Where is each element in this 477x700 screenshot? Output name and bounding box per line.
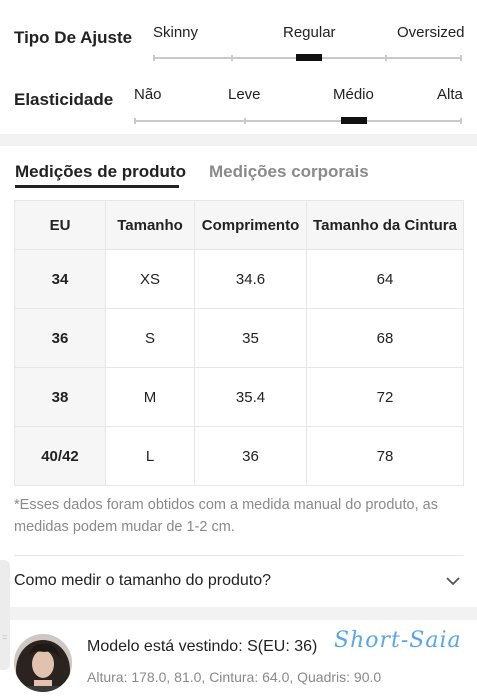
- table-cell-length: 35.4: [194, 367, 307, 427]
- table-cell-length: 35: [194, 308, 307, 368]
- table-cell-length: 36: [194, 426, 307, 486]
- table-cell-eu: 34: [14, 249, 106, 309]
- how-to-measure-row[interactable]: Como medir o tamanho do produto?: [0, 557, 477, 607]
- watermark-stamp: Short-Saia: [334, 628, 462, 653]
- fit-type-marker: [296, 54, 322, 61]
- chevron-down-icon[interactable]: [444, 574, 462, 588]
- section-separator: [0, 134, 477, 146]
- tab-body-measurements[interactable]: Medições corporais: [209, 162, 369, 181]
- fit-option-oversized: Oversized: [397, 24, 465, 41]
- fit-section: Tipo De Ajuste Skinny Regular Oversized …: [0, 0, 477, 134]
- track-tick: [134, 118, 136, 124]
- measurement-note: *Esses dados foram obtidos com a medida …: [14, 497, 438, 535]
- side-drag-handle[interactable]: [0, 560, 10, 670]
- fit-option-regular: Regular: [283, 24, 336, 41]
- section-separator: [0, 607, 477, 620]
- table-cell-waist: 64: [306, 249, 464, 309]
- model-avatar: [14, 634, 72, 692]
- table-header-length: Comprimento: [194, 200, 307, 250]
- elasticity-marker: [341, 117, 367, 124]
- track-tick: [231, 55, 233, 61]
- model-info: Modelo está vestindo: S(EU: 36) Altura: …: [0, 620, 477, 700]
- track-tick: [153, 55, 155, 61]
- active-tab-underline: [15, 185, 179, 188]
- elasticity-track: [134, 117, 462, 124]
- table-cell-eu: 38: [14, 367, 106, 427]
- table-row: 36 S 35 68: [14, 308, 464, 368]
- table-header-eu: EU: [14, 200, 106, 250]
- fit-type-track: [153, 54, 462, 61]
- model-measurements: Altura: 178.0, 81.0, Cintura: 64.0, Quad…: [87, 669, 382, 685]
- track-tick: [385, 55, 387, 61]
- elasticity-option-medio: Médio: [333, 86, 374, 103]
- track-tick: [460, 55, 462, 61]
- drag-handle-icon: =: [2, 632, 8, 642]
- table-cell-eu: 40/42: [14, 426, 106, 486]
- table-cell-waist: 68: [306, 308, 464, 368]
- fit-type-row: Tipo De Ajuste Skinny Regular Oversized: [0, 0, 477, 61]
- elasticity-option-leve: Leve: [228, 86, 261, 103]
- table-header-waist: Tamanho da Cintura: [306, 200, 464, 250]
- table-header-row: EU Tamanho Comprimento Tamanho da Cintur…: [14, 200, 464, 250]
- table-cell-waist: 78: [306, 426, 464, 486]
- table-cell-size: XS: [105, 249, 195, 309]
- fit-option-skinny: Skinny: [153, 24, 199, 41]
- divider: [14, 555, 463, 556]
- how-to-measure-title: Como medir o tamanho do produto?: [14, 572, 272, 589]
- table-cell-size: L: [105, 426, 195, 486]
- model-wearing-title: Modelo está vestindo: S(EU: 36): [87, 638, 318, 655]
- table-cell-waist: 72: [306, 367, 464, 427]
- table-header-size: Tamanho: [105, 200, 195, 250]
- track-tick: [244, 118, 246, 124]
- table-cell-size: M: [105, 367, 195, 427]
- table-cell-eu: 36: [14, 308, 106, 368]
- elasticity-option-nao: Não: [134, 86, 162, 103]
- table-row: 40/42 L 36 78: [14, 426, 464, 486]
- track-tick: [460, 118, 462, 124]
- elasticity-option-alta: Alta: [437, 86, 463, 103]
- tab-product-measurements[interactable]: Medições de produto: [15, 162, 186, 181]
- measurement-tabs: Medições de produto Medições corporais: [0, 146, 477, 190]
- elasticity-label: Elasticidade: [14, 90, 114, 109]
- table-row: 38 M 35.4 72: [14, 367, 464, 427]
- table-cell-size: S: [105, 308, 195, 368]
- table-row: 34 XS 34.6 64: [14, 249, 464, 309]
- elasticity-row: Elasticidade Não Leve Médio Alta: [0, 62, 477, 124]
- fit-type-label: Tipo De Ajuste: [14, 28, 133, 47]
- size-table: EU Tamanho Comprimento Tamanho da Cintur…: [14, 200, 464, 486]
- table-cell-length: 34.6: [194, 249, 307, 309]
